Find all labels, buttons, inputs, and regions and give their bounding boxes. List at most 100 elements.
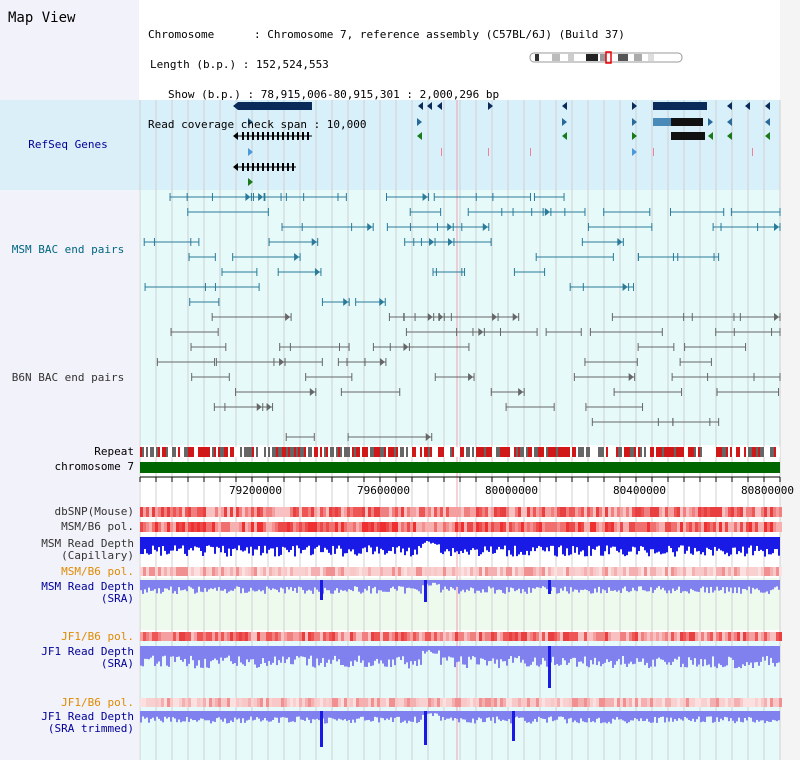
- heat-mark: [569, 698, 572, 707]
- depth-bar: [546, 711, 548, 723]
- heat-mark: [380, 632, 383, 641]
- depth-bar: [726, 646, 728, 666]
- heat-mark: [716, 698, 719, 707]
- depth-bar: [384, 537, 386, 555]
- heat-mark: [194, 632, 197, 641]
- depth-bar: [298, 537, 300, 549]
- track-label-jf1-depth-sra[interactable]: JF1 Read Depth (SRA): [0, 646, 134, 670]
- track-label-b6n-bac[interactable]: B6N BAC end pairs: [11, 371, 125, 384]
- heat-mark: [695, 567, 698, 576]
- depth-bar: [606, 537, 608, 546]
- heat-mark: [698, 522, 701, 532]
- depth-bar: [646, 537, 648, 553]
- heat-mark: [395, 632, 398, 641]
- depth-bar: [278, 646, 280, 661]
- track-label-jf1-b6-pol[interactable]: JF1/B6 pol.: [61, 630, 134, 643]
- heat-mark: [158, 522, 161, 532]
- depth-bar: [602, 580, 604, 590]
- track-label-jf1-depth-sra-line2: (SRA): [100, 657, 134, 670]
- heat-mark: [512, 632, 515, 641]
- depth-bar: [366, 537, 368, 553]
- track-label-msm-bac[interactable]: MSM BAC end pairs: [11, 243, 125, 256]
- depth-bar: [470, 580, 472, 588]
- depth-bar: [576, 711, 578, 723]
- depth-bar: [496, 711, 498, 717]
- depth-bar: [512, 580, 514, 589]
- depth-bar: [194, 537, 196, 547]
- heat-mark: [140, 698, 143, 707]
- track-label-msm-depth-sra[interactable]: MSM Read Depth (SRA): [0, 581, 134, 605]
- track-label-jf1-b6-pol2[interactable]: JF1/B6 pol.: [61, 696, 134, 709]
- exon: [287, 132, 289, 140]
- depth-bar: [234, 646, 236, 663]
- heat-mark: [569, 522, 572, 532]
- heat-mark: [725, 522, 728, 532]
- depth-bar: [714, 580, 716, 591]
- depth-bar: [704, 580, 706, 593]
- track-label-jf1-depth-trim[interactable]: JF1 Read Depth (SRA trimmed): [0, 711, 134, 735]
- depth-bar: [418, 537, 420, 547]
- depth-bar: [268, 646, 270, 662]
- depth-bar: [776, 646, 778, 664]
- heat-mark: [245, 522, 248, 532]
- depth-bar: [634, 646, 636, 664]
- heat-mark: [614, 507, 617, 517]
- depth-bar: [344, 580, 346, 591]
- track-label-dbsnp[interactable]: dbSNP(Mouse): [54, 505, 134, 518]
- depth-bar: [152, 711, 154, 718]
- heat-mark: [218, 567, 221, 576]
- depth-bar: [434, 537, 436, 544]
- depth-bar: [560, 646, 562, 665]
- depth-bar: [472, 646, 474, 657]
- repeat-mark: [638, 447, 640, 457]
- heat-mark: [374, 507, 377, 517]
- depth-bar: [732, 711, 734, 721]
- depth-bar: [382, 711, 384, 719]
- track-label-msm-depth-cap[interactable]: MSM Read Depth (Capillary): [0, 538, 134, 562]
- depth-bar: [180, 711, 182, 723]
- repeat-mark: [184, 447, 186, 457]
- depth-bar: [310, 711, 312, 724]
- heat-mark: [272, 698, 275, 707]
- repeat-mark: [258, 447, 260, 457]
- depth-bar: [768, 537, 770, 555]
- depth-bar: [266, 580, 268, 587]
- heat-mark: [440, 507, 443, 517]
- heat-mark: [776, 507, 779, 517]
- repeat-mark: [230, 447, 232, 457]
- depth-bar: [356, 646, 358, 662]
- heat-mark: [203, 698, 206, 707]
- depth-bar: [160, 537, 162, 556]
- depth-bar: [532, 711, 534, 722]
- depth-bar: [434, 711, 436, 714]
- track-label-msm-b6-pol[interactable]: MSM/B6 pol.: [61, 520, 134, 533]
- track-label-msm-b6-pol2[interactable]: MSM/B6 pol.: [61, 565, 134, 578]
- depth-bar: [696, 580, 698, 592]
- depth-bar: [178, 646, 180, 657]
- heat-mark: [299, 632, 302, 641]
- track-label-chromosome[interactable]: chromosome 7: [54, 460, 134, 473]
- heat-mark: [299, 698, 302, 707]
- depth-bar: [368, 711, 370, 720]
- depth-bar: [686, 646, 688, 668]
- track-label-refseq[interactable]: RefSeq Genes: [28, 138, 108, 151]
- track-label-repeat[interactable]: Repeat: [94, 445, 134, 458]
- strand-arrow: [632, 132, 637, 140]
- exon: [247, 163, 249, 171]
- length-line: Length (b.p.) : 152,524,553: [150, 58, 329, 71]
- depth-bar: [184, 711, 186, 722]
- repeat-mark: [432, 447, 434, 457]
- depth-bar: [698, 711, 700, 717]
- depth-bar: [376, 646, 378, 659]
- coverage-line: Read coverage check span : 10,000: [148, 118, 367, 131]
- repeat-mark: [650, 447, 652, 457]
- depth-bar: [322, 537, 324, 553]
- depth-bar: [394, 537, 396, 554]
- heat-mark: [236, 632, 239, 641]
- ideogram-marker: [605, 51, 612, 64]
- depth-bar: [614, 711, 616, 720]
- depth-bar: [382, 646, 384, 664]
- heat-mark: [632, 522, 635, 532]
- repeat-mark: [712, 447, 714, 457]
- heat-mark: [233, 522, 236, 532]
